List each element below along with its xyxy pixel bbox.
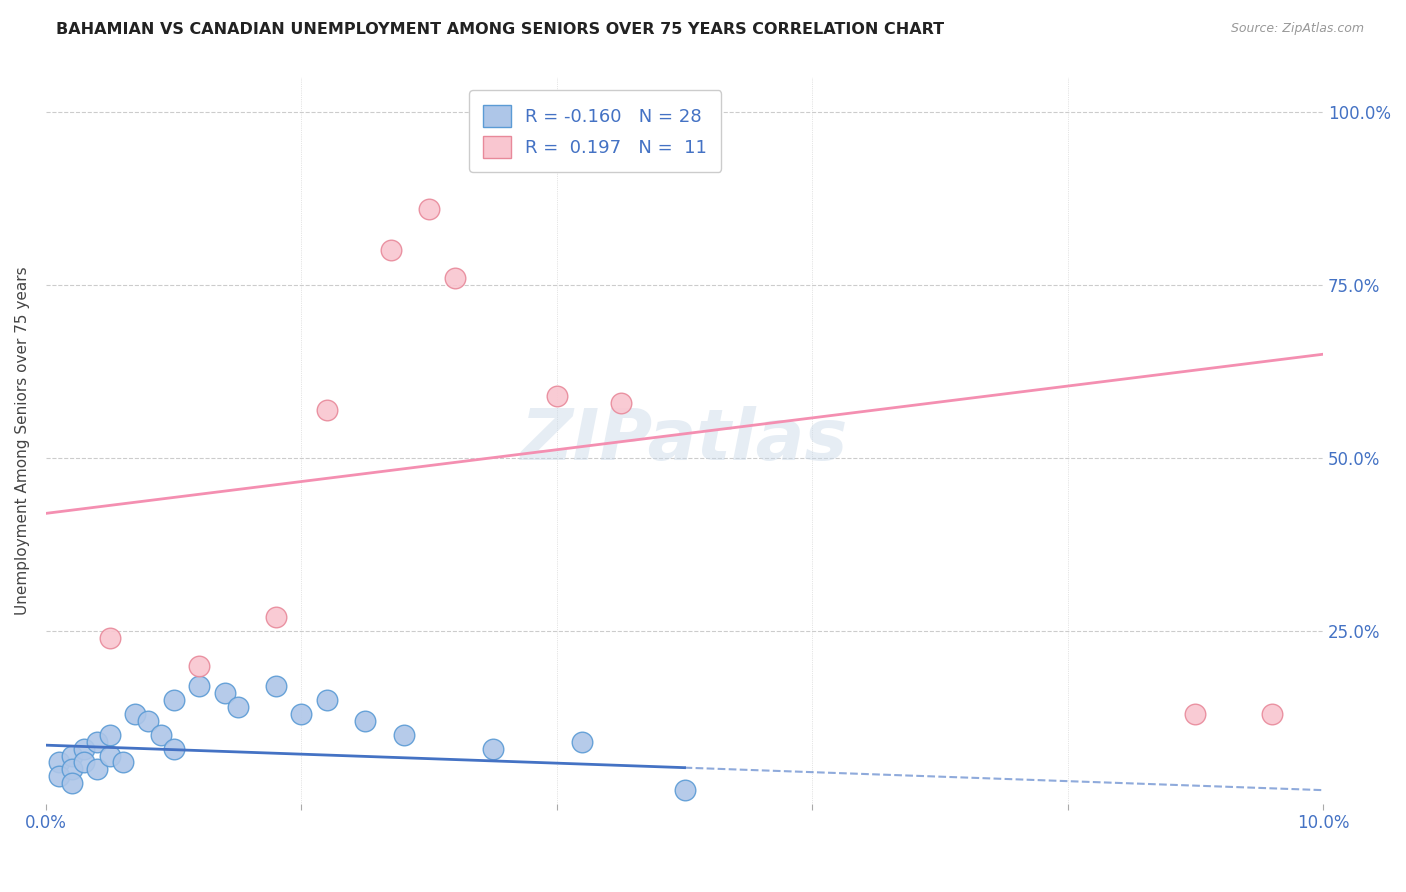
Text: Source: ZipAtlas.com: Source: ZipAtlas.com: [1230, 22, 1364, 36]
Point: [609, 395, 631, 409]
Point: [86, 735, 108, 749]
Point: [1184, 706, 1206, 721]
Point: [73, 756, 96, 770]
Point: [226, 700, 249, 714]
Point: [571, 735, 593, 749]
Point: [264, 610, 287, 624]
Point: [418, 202, 440, 216]
Point: [1261, 706, 1284, 721]
Point: [354, 714, 377, 728]
Point: [482, 741, 505, 756]
Point: [163, 693, 186, 707]
Point: [316, 402, 339, 417]
Point: [48, 756, 70, 770]
Point: [124, 706, 146, 721]
Point: [316, 693, 339, 707]
Point: [546, 389, 568, 403]
Point: [380, 244, 402, 258]
Point: [60, 748, 83, 763]
Point: [673, 783, 696, 797]
Point: [136, 714, 159, 728]
Point: [392, 728, 415, 742]
Point: [111, 756, 134, 770]
Point: [48, 769, 70, 783]
Point: [149, 728, 172, 742]
Point: [188, 679, 211, 693]
Text: BAHAMIAN VS CANADIAN UNEMPLOYMENT AMONG SENIORS OVER 75 YEARS CORRELATION CHART: BAHAMIAN VS CANADIAN UNEMPLOYMENT AMONG …: [56, 22, 945, 37]
Point: [98, 631, 121, 645]
Point: [264, 679, 287, 693]
Point: [60, 776, 83, 790]
Point: [290, 706, 312, 721]
Point: [443, 271, 465, 285]
Point: [98, 748, 121, 763]
Point: [98, 728, 121, 742]
Point: [163, 741, 186, 756]
Y-axis label: Unemployment Among Seniors over 75 years: Unemployment Among Seniors over 75 years: [15, 267, 30, 615]
Text: ZIPatlas: ZIPatlas: [520, 406, 848, 475]
Point: [73, 741, 96, 756]
Point: [60, 763, 83, 777]
Point: [214, 686, 236, 700]
Point: [188, 658, 211, 673]
Legend: R = -0.160   N = 28, R =  0.197   N =  11: R = -0.160 N = 28, R = 0.197 N = 11: [470, 90, 721, 172]
Point: [86, 763, 108, 777]
